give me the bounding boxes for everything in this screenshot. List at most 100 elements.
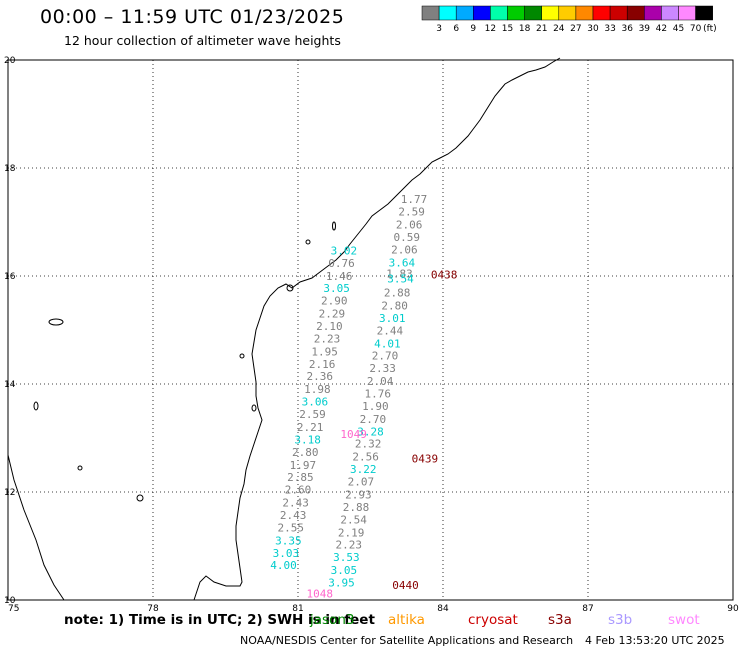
wave-height-label: 1.97 — [290, 459, 317, 472]
wave-height-label: 3.01 — [379, 312, 406, 325]
coastline-india — [193, 57, 561, 601]
wave-height-label: 2.06 — [391, 243, 418, 256]
wave-height-label: 3.54 — [387, 272, 414, 285]
wave-height-label: 2.29 — [319, 308, 346, 321]
legend-swatch — [438, 5, 457, 21]
island-outline — [332, 221, 336, 231]
wave-height-label: 2.80 — [292, 446, 319, 459]
footnote: note: 1) Time is in UTC; 2) SWH is in fe… — [64, 612, 375, 628]
coastline-west — [7, 454, 65, 601]
legend-swatch — [507, 5, 525, 21]
wave-height-label: 0.59 — [394, 231, 421, 244]
pass-time-label: 0438 — [431, 269, 458, 282]
legend-swatch — [558, 5, 577, 21]
wave-height-label: 4.01 — [374, 337, 401, 350]
island-outline — [239, 353, 245, 359]
wave-height-label: 2.21 — [297, 421, 324, 434]
pass-id-label: 1048 — [307, 587, 334, 600]
satellite-legend-cryosat: cryosat — [468, 612, 518, 628]
wave-height-label: 3.05 — [331, 564, 358, 577]
legend-swatch — [644, 5, 662, 21]
wave-height-label: 2.43 — [280, 509, 307, 522]
wave-height-label: 2.70 — [360, 413, 387, 426]
legend-tick-label: 45 — [673, 24, 684, 34]
legend-tick-label: 36 — [621, 24, 633, 34]
legend-tick-label: 33 — [604, 24, 615, 34]
legend-tick-label: 39 — [639, 24, 651, 34]
wave-height-label: 2.23 — [336, 539, 363, 552]
map-frame — [7, 59, 734, 601]
wave-height-label: 3.22 — [350, 463, 377, 476]
wave-height-label: 2.16 — [309, 358, 336, 371]
satellite-legend-s3b: s3b — [608, 612, 633, 628]
wave-height-label: 4.00 — [270, 559, 297, 572]
wave-height-labels: 1.772.592.060.592.063.641.833.542.882.80… — [270, 193, 457, 600]
pass-id-label: 1049 — [340, 428, 367, 441]
wave-height-label: 2.54 — [340, 513, 367, 526]
lon-axis-label: 90 — [727, 604, 739, 614]
timestamp-text: 4 Feb 13:53:20 UTC 2025 — [585, 634, 725, 647]
satellite-legend-jason3: jason3 — [310, 612, 355, 628]
legend-tick-label: 24 — [553, 24, 565, 34]
satellite-legend-altika: altika — [388, 612, 425, 628]
wave-height-label: 3.03 — [273, 547, 300, 560]
legend-tick-label: 70 — [690, 24, 702, 34]
wave-height-label: 3.35 — [275, 534, 302, 547]
lat-axis-label: 12 — [4, 488, 15, 498]
footnote-text: note: 1) Time is in UTC; 2) SWH is in fe… — [64, 612, 375, 628]
wave-height-label: 2.32 — [355, 438, 382, 451]
legend-swatch — [421, 5, 440, 21]
lon-axis-label: 81 — [292, 604, 303, 614]
legend-unit: (ft) — [703, 24, 717, 34]
lat-axis-label: 18 — [4, 164, 16, 174]
wave-height-label: 2.85 — [287, 471, 314, 484]
legend-swatch — [695, 5, 713, 21]
legend-swatch — [626, 5, 645, 21]
legend-tick-label: 3 — [436, 24, 442, 34]
wave-height-label: 2.56 — [352, 451, 379, 464]
legend-swatch — [473, 5, 491, 21]
lat-axis-label: 16 — [4, 272, 16, 282]
legend-tick-label: 6 — [453, 24, 459, 34]
wave-height-label: 2.04 — [367, 375, 394, 388]
wave-height-label: 2.88 — [384, 287, 411, 300]
legend-swatch — [609, 5, 628, 21]
pass-time-label: 0439 — [412, 452, 439, 465]
wave-height-label: 2.07 — [348, 476, 375, 489]
wave-height-label: 1.90 — [362, 400, 389, 413]
lat-axis-label: 10 — [4, 596, 16, 606]
legend-tick-label: 18 — [519, 24, 531, 34]
wave-height-label: 2.70 — [372, 350, 399, 363]
grid-lines — [7, 59, 734, 601]
legend-tick-label: 21 — [536, 24, 547, 34]
legend-swatch — [490, 5, 508, 21]
pass-time-label: 0440 — [392, 579, 419, 592]
lat-axis-label: 14 — [4, 380, 16, 390]
legend-swatch — [592, 5, 611, 21]
legend-swatch — [661, 5, 679, 21]
wave-height-label: 3.28 — [357, 425, 384, 438]
wave-height-label: 3.95 — [328, 577, 355, 590]
island-outline — [48, 318, 64, 326]
wave-height-label: 2.44 — [377, 324, 404, 337]
wave-height-label: 2.93 — [345, 488, 372, 501]
wave-height-label: 2.43 — [282, 497, 309, 510]
wave-height-label: 2.10 — [316, 320, 343, 333]
wave-height-label: 1.46 — [326, 270, 353, 283]
wave-height-label: 2.33 — [369, 362, 396, 375]
wave-height-label: 3.06 — [302, 396, 329, 409]
wave-height-label: 2.80 — [381, 299, 408, 312]
wave-height-label: 1.95 — [311, 345, 338, 358]
wave-height-label: 3.53 — [333, 551, 360, 564]
island-outline — [286, 284, 294, 292]
wave-height-label: 2.90 — [321, 295, 348, 308]
legend-swatch — [524, 5, 542, 21]
wave-height-label: 1.76 — [365, 388, 392, 401]
legend-tick-label: 9 — [470, 24, 476, 34]
wave-height-label: 2.59 — [299, 408, 326, 421]
wave-height-label: 3.02 — [331, 244, 358, 257]
wave-height-label: 2.59 — [398, 206, 425, 219]
wave-height-label: 2.60 — [285, 484, 312, 497]
map-subtitle: 12 hour collection of altimeter wave hei… — [64, 33, 341, 48]
